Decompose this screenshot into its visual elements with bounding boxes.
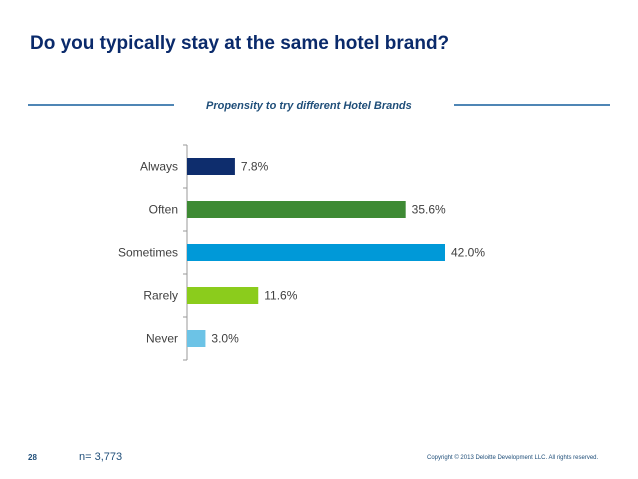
data-label: 35.6%: [412, 203, 446, 217]
data-label: 11.6%: [264, 289, 297, 303]
bar: [187, 201, 406, 218]
bar: [187, 287, 259, 304]
left-accent-line: [28, 104, 174, 106]
category-label: Sometimes: [118, 246, 178, 260]
data-label: 42.0%: [451, 246, 485, 260]
right-accent-line: [454, 104, 610, 106]
data-label: 3.0%: [211, 332, 239, 346]
sample-size: n= 3,773: [79, 451, 123, 463]
copyright-notice: Copyright © 2013 Deloitte Development LL…: [427, 455, 599, 461]
chart-title: Propensity to try different Hotel Brands: [206, 100, 412, 112]
category-label: Often: [149, 203, 178, 217]
bar: [187, 330, 206, 347]
category-label: Always: [140, 160, 178, 174]
bar: [187, 158, 235, 175]
bar: [187, 244, 445, 261]
page-number: 28: [28, 453, 37, 462]
data-label: 7.8%: [241, 160, 269, 174]
slide-title: Do you typically stay at the same hotel …: [30, 33, 450, 54]
category-label: Rarely: [143, 289, 178, 303]
category-label: Never: [146, 332, 178, 346]
